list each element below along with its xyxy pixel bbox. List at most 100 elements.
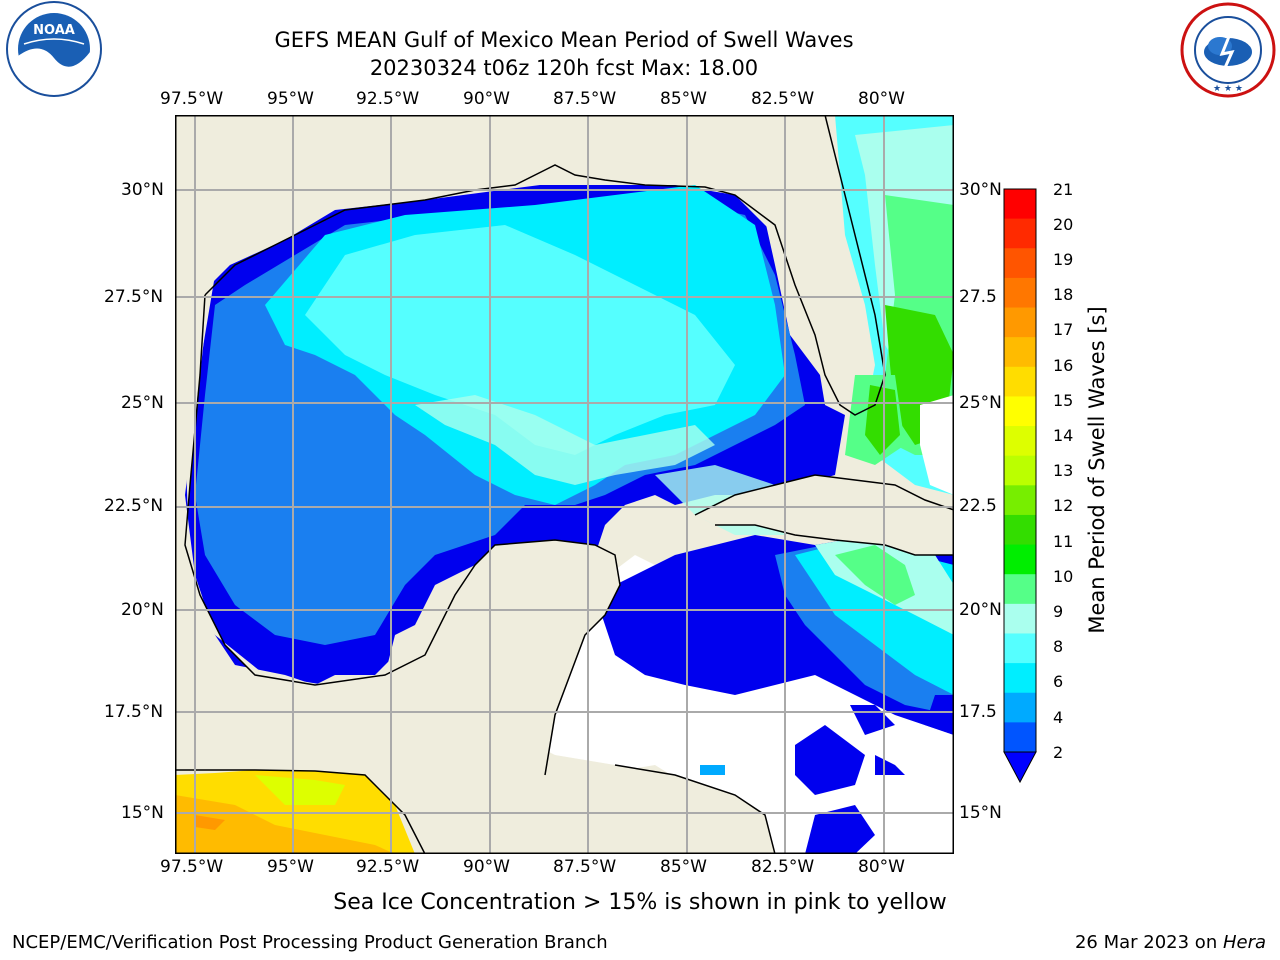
sea-ice-caption: Sea Ice Concentration > 15% is shown in … — [333, 890, 947, 915]
noaa-logo-text: NOAA — [33, 23, 75, 38]
lon-label-bottom: 87.5°W — [553, 857, 617, 877]
colorbar-tick-label: 15 — [1053, 391, 1074, 410]
nws-logo: ★ ★ ★ — [1176, 0, 1280, 104]
lon-label-bottom: 80°W — [858, 857, 905, 877]
lat-label-left: 30°N — [121, 180, 164, 200]
colorbar-tick-label: 16 — [1053, 356, 1074, 375]
coastline — [184, 294, 621, 776]
caribbean-blue-patch — [805, 805, 875, 854]
lon-label-bottom: 85°W — [660, 857, 707, 877]
lat-label-right: 17.5 — [959, 702, 997, 722]
colorbar-band — [1004, 544, 1036, 575]
colorbar-tick-label: 17 — [1053, 320, 1074, 339]
lon-label-top: 97.5°W — [160, 89, 224, 109]
colorbar-tick-label: 10 — [1053, 567, 1074, 586]
cuba-land — [695, 475, 954, 555]
footer-branch: NCEP/EMC/Verification Post Processing Pr… — [12, 932, 608, 953]
graticule — [175, 115, 954, 854]
caribbean-blue-patch — [700, 765, 725, 775]
colorbar-frame — [1003, 188, 1037, 753]
mexico-land — [175, 115, 475, 685]
lon-label-bottom: 90°W — [463, 857, 510, 877]
colorbar-band — [1004, 277, 1036, 309]
lat-label-right: 30°N — [959, 180, 1002, 200]
pacific-swell-orange — [195, 815, 225, 830]
colorbar-tick-label: 18 — [1053, 285, 1074, 304]
lat-label-left: 22.5°N — [104, 496, 164, 516]
colorbar-tick-label: 8 — [1053, 637, 1064, 656]
colorbar-band — [1004, 337, 1036, 368]
lat-label-left: 20°N — [121, 600, 164, 620]
lon-label-top: 80°W — [858, 89, 905, 109]
lat-label-right: 15°N — [959, 803, 1002, 823]
footer-date-text: 26 Mar 2023 on — [1074, 932, 1223, 953]
colorbar-band — [1004, 633, 1036, 664]
colorbar-band — [1004, 189, 1036, 220]
lon-label-bottom: 82.5°W — [751, 857, 815, 877]
colorbar-band — [1004, 603, 1036, 634]
coastline — [204, 115, 886, 416]
atlantic-swell-white — [920, 395, 954, 495]
coastline — [694, 474, 954, 516]
colorbar-band — [1004, 366, 1036, 397]
footer-host: Hera — [1222, 932, 1266, 953]
colorbar-tick-label: 14 — [1053, 426, 1074, 445]
colorbar-band — [1004, 455, 1036, 486]
lon-label-top: 90°W — [463, 89, 510, 109]
colorbar-band — [1004, 663, 1036, 694]
colorbar-band — [1004, 426, 1036, 457]
colorbar-tick-label: 12 — [1053, 496, 1074, 515]
pacific-swell-orange — [175, 795, 395, 854]
colorbar-extend-triangle — [1003, 751, 1037, 784]
swell-period-map — [175, 115, 954, 858]
colorbar-tick-label: 11 — [1053, 532, 1074, 551]
colorbar-band — [1004, 722, 1036, 753]
lon-label-top: 85°W — [660, 89, 707, 109]
colorbar-tick-label: 19 — [1053, 250, 1074, 269]
colorbar-band — [1004, 692, 1036, 723]
colorbar-band — [1004, 218, 1036, 249]
colorbar-band — [1004, 514, 1036, 546]
lon-label-top: 92.5°W — [356, 89, 420, 109]
colorbar-tick-label: 20 — [1053, 215, 1074, 234]
colorbar-band — [1004, 574, 1036, 605]
colorbar-band — [1004, 485, 1036, 516]
lat-label-left: 17.5°N — [104, 702, 164, 722]
colorbar-tick-label: 13 — [1053, 461, 1074, 480]
coastline — [175, 769, 426, 854]
chart-title-line1: GEFS MEAN Gulf of Mexico Mean Period of … — [274, 28, 854, 52]
footer-date: 26 Mar 2023 on Hera — [1075, 932, 1266, 953]
caribbean-blue-patch — [875, 755, 905, 775]
caribbean-blue-patch — [795, 725, 865, 795]
noaa-logo: NOAA — [0, 0, 108, 108]
chart-title-line2: 20230324 t06z 120h fcst Max: 18.00 — [369, 56, 759, 80]
lat-label-left: 27.5°N — [104, 287, 164, 307]
gulf-swell-light-cyan — [305, 225, 735, 455]
colorbar — [1003, 188, 1037, 788]
lon-label-top: 87.5°W — [553, 89, 617, 109]
coastline — [614, 764, 776, 854]
colorbar-tick-label: 9 — [1053, 602, 1064, 621]
map-frame — [175, 115, 954, 854]
coastline — [715, 524, 954, 556]
colorbar-band — [1004, 307, 1036, 338]
lon-label-top: 95°W — [267, 89, 314, 109]
svg-text:★ ★ ★: ★ ★ ★ — [1213, 84, 1243, 94]
lat-label-right: 20°N — [959, 600, 1002, 620]
colorbar-band — [1004, 396, 1036, 427]
lat-label-right: 25°N — [959, 393, 1002, 413]
pacific-swell-lime — [255, 775, 345, 805]
colorbar-title: Mean Period of Swell Waves [s] — [1085, 306, 1109, 634]
lat-label-right: 22.5 — [959, 496, 997, 516]
colorbar-tick-label: 6 — [1053, 672, 1064, 691]
caribbean-blue-patch — [925, 695, 954, 735]
lon-label-bottom: 92.5°W — [356, 857, 420, 877]
colorbar-tick-label: 4 — [1053, 708, 1064, 727]
colorbar-tick-label: 2 — [1053, 743, 1064, 762]
lon-label-bottom: 95°W — [267, 857, 314, 877]
colorbar-band — [1004, 248, 1036, 279]
lat-label-right: 27.5 — [959, 287, 997, 307]
lat-label-left: 25°N — [121, 393, 164, 413]
lon-label-bottom: 97.5°W — [160, 857, 224, 877]
lat-label-left: 15°N — [121, 803, 164, 823]
